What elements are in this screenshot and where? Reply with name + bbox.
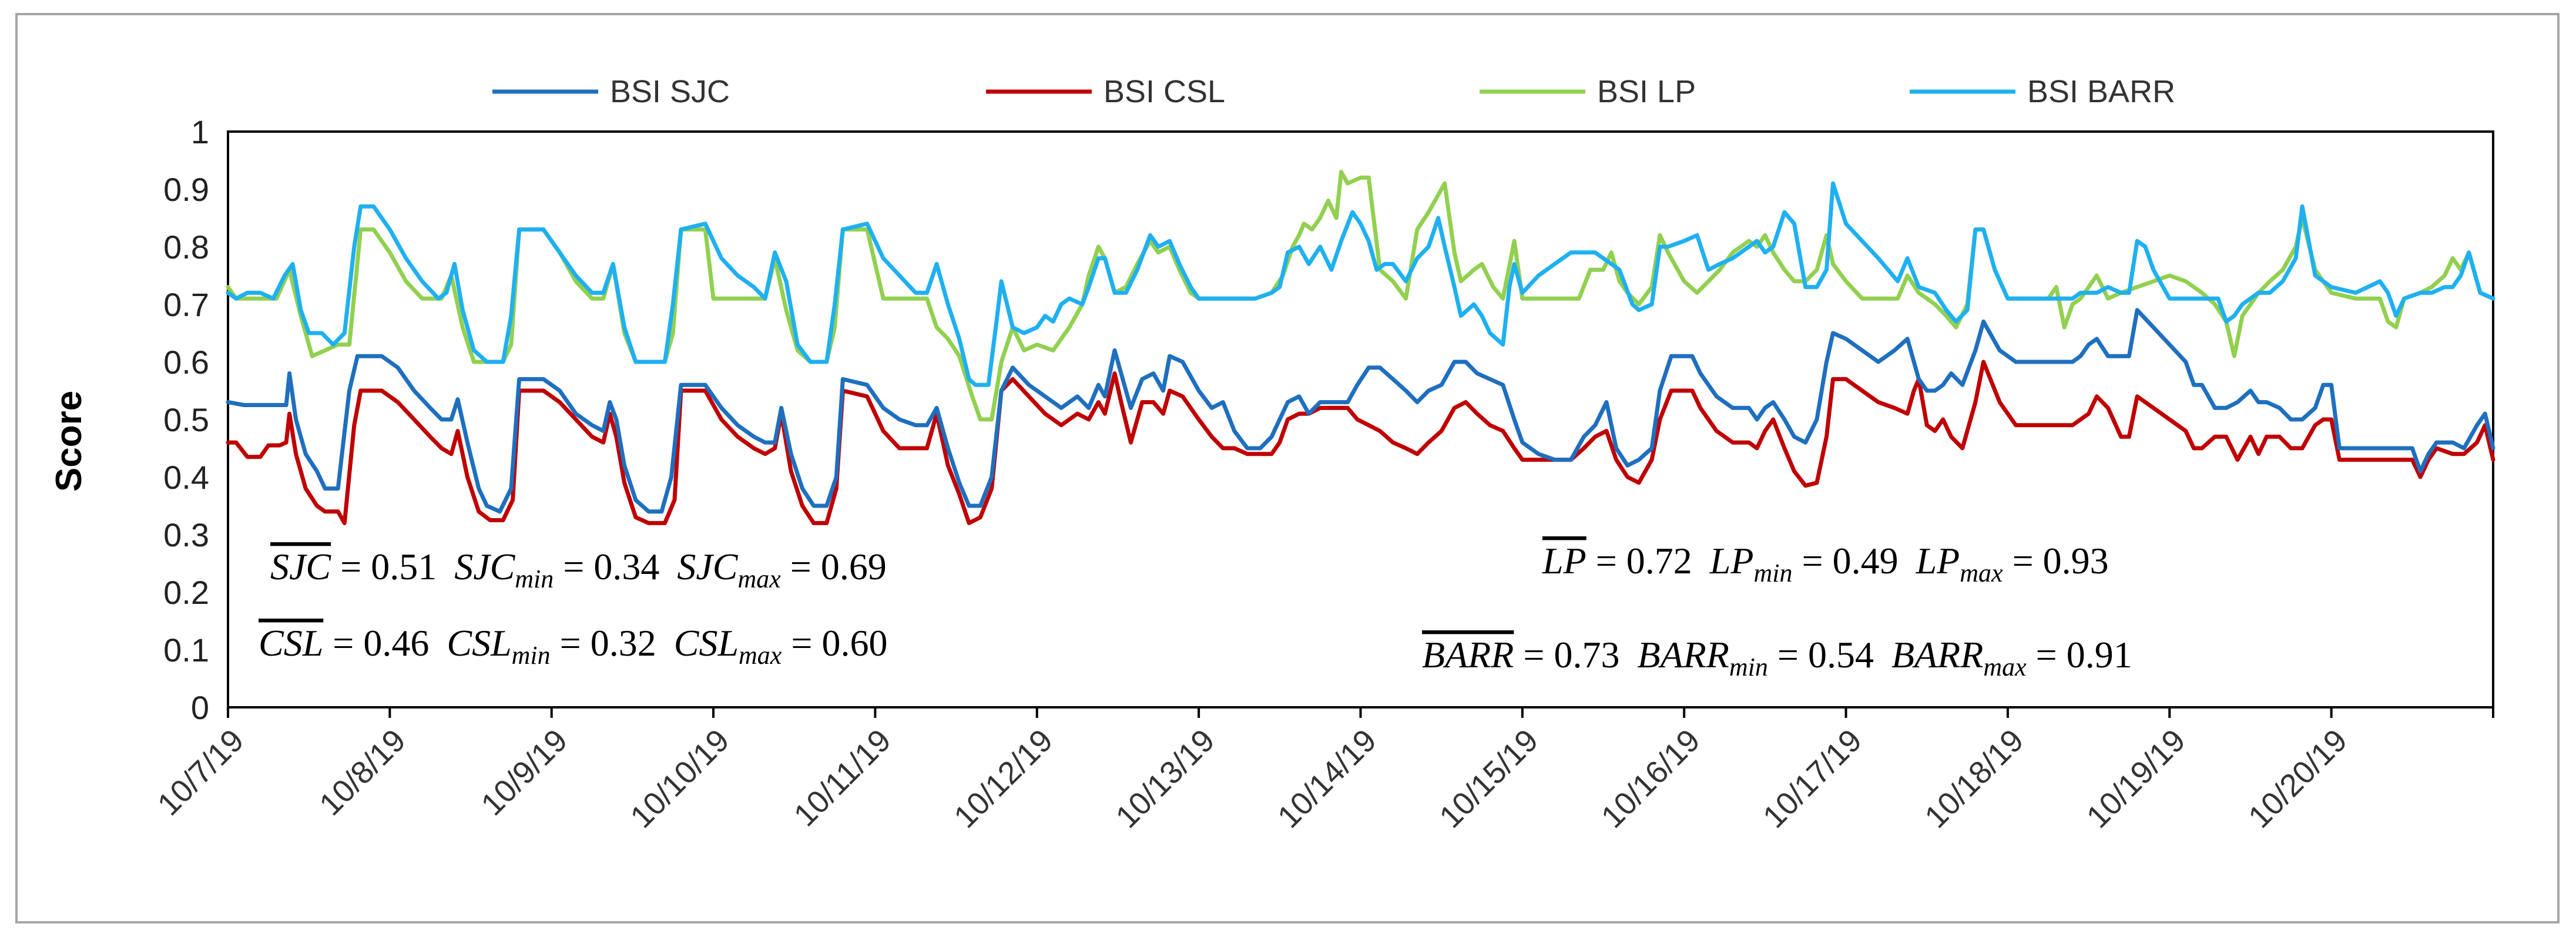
y-tick-label: 0.9 bbox=[163, 171, 209, 208]
barr-mean-value: 0.73 bbox=[1554, 634, 1619, 676]
legend: BSI SJC BSI CSL BSI LP BSI BARR bbox=[492, 74, 2175, 109]
series-layer bbox=[226, 170, 2496, 525]
csl-min-value: 0.32 bbox=[591, 622, 656, 664]
lp-mean-symbol: LP bbox=[1542, 540, 1586, 582]
y-tick-label: 0.5 bbox=[163, 401, 209, 438]
eq: = bbox=[551, 622, 591, 664]
legend-item-csl: BSI CSL bbox=[986, 74, 1225, 109]
y-tick-label: 0.8 bbox=[163, 229, 209, 266]
csl-max-symbol: CSL bbox=[674, 622, 739, 664]
legend-item-barr: BSI BARR bbox=[1910, 74, 2175, 109]
x-tick-label: 10/13/19 bbox=[1109, 723, 1222, 835]
barr-max-symbol: BARR bbox=[1891, 634, 1983, 676]
x-tick-label: 10/20/19 bbox=[2242, 723, 2354, 835]
x-tick-label: 10/19/19 bbox=[2080, 723, 2192, 835]
sjc-max-symbol: SJC bbox=[677, 546, 738, 587]
lp-min-symbol: LP bbox=[1709, 540, 1754, 582]
lp-max-value: 0.93 bbox=[2043, 540, 2109, 582]
sjc-max-value: 0.69 bbox=[821, 546, 887, 587]
y-tick-label: 0.6 bbox=[163, 344, 209, 381]
annotation-csl: CSL = 0.46 CSLmin = 0.32 CSLmax = 0.60 bbox=[259, 622, 887, 670]
barr-max-sub: max bbox=[1983, 653, 2027, 681]
csl-max-sub: max bbox=[739, 641, 782, 670]
legend-item-sjc: BSI SJC bbox=[492, 74, 730, 109]
line-chart: Score BSI SJC BSI CSL BSI LP BSI BARR 00… bbox=[49, 74, 2496, 835]
series-line-barr bbox=[226, 181, 2496, 387]
y-tick-label: 0 bbox=[191, 689, 209, 726]
eq: = bbox=[1586, 540, 1626, 582]
lp-max-sub: max bbox=[1960, 559, 2003, 587]
x-tick-label: 10/9/19 bbox=[474, 723, 574, 822]
eq: = bbox=[781, 546, 821, 587]
series-line-sjc bbox=[226, 308, 2496, 514]
y-axis-ticks: 0 0.1 0.2 0.3 0.4 0.5 0.6 0.7 0.8 0.9 1 bbox=[163, 113, 209, 726]
legend-label-csl: BSI CSL bbox=[1103, 74, 1225, 109]
x-tick-label: 10/11/19 bbox=[787, 723, 898, 833]
csl-min-sub: min bbox=[512, 641, 551, 670]
annotation-sjc: SJC = 0.51 SJCmin = 0.34 SJCmax = 0.69 bbox=[270, 546, 887, 593]
y-tick-label: 1 bbox=[191, 113, 209, 150]
sjc-mean-symbol: SJC bbox=[270, 546, 331, 587]
x-tick-label: 10/15/19 bbox=[1433, 723, 1545, 835]
annotation-barr: BARR = 0.73 BARRmin = 0.54 BARRmax = 0.91 bbox=[1422, 634, 2132, 681]
lp-min-sub: min bbox=[1753, 559, 1792, 587]
eq: = bbox=[2003, 540, 2043, 582]
sjc-min-symbol: SJC bbox=[454, 546, 515, 587]
barr-max-value: 0.91 bbox=[2067, 634, 2132, 676]
y-tick-label: 0.4 bbox=[163, 459, 209, 496]
sjc-mean-value: 0.51 bbox=[371, 546, 437, 587]
eq: = bbox=[1514, 634, 1554, 676]
eq: = bbox=[2027, 634, 2067, 676]
lp-mean-value: 0.72 bbox=[1626, 540, 1692, 582]
lp-max-symbol: LP bbox=[1916, 540, 1960, 582]
legend-label-barr: BSI BARR bbox=[2027, 74, 2175, 109]
x-tick-label: 10/10/19 bbox=[623, 723, 736, 835]
series-line-csl bbox=[226, 360, 2496, 525]
eq: = bbox=[1792, 540, 1832, 582]
y-axis-label: Score bbox=[49, 391, 89, 492]
y-tick-label: 0.7 bbox=[163, 286, 209, 323]
sjc-max-sub: max bbox=[737, 565, 781, 593]
eq: = bbox=[781, 622, 821, 664]
legend-label-lp: BSI LP bbox=[1597, 74, 1696, 109]
x-tick-label: 10/7/19 bbox=[151, 723, 251, 822]
barr-min-sub: min bbox=[1729, 653, 1768, 681]
csl-mean-value: 0.46 bbox=[363, 622, 429, 664]
sjc-min-value: 0.34 bbox=[593, 546, 659, 587]
eq: = bbox=[1768, 634, 1808, 676]
eq: = bbox=[554, 546, 593, 587]
eq: = bbox=[331, 546, 371, 587]
sjc-min-sub: min bbox=[515, 565, 554, 593]
x-tick-label: 10/14/19 bbox=[1271, 723, 1383, 835]
csl-min-symbol: CSL bbox=[447, 622, 511, 664]
csl-mean-symbol: CSL bbox=[259, 622, 323, 664]
x-tick-label: 10/18/19 bbox=[1918, 723, 2030, 835]
lp-min-value: 0.49 bbox=[1833, 540, 1899, 582]
csl-max-value: 0.60 bbox=[821, 622, 887, 664]
y-tick-label: 0.1 bbox=[163, 632, 209, 669]
barr-min-value: 0.54 bbox=[1808, 634, 1874, 676]
barr-mean-symbol: BARR bbox=[1422, 634, 1514, 676]
x-tick-label: 10/17/19 bbox=[1756, 723, 1869, 835]
annotation-lp: LP = 0.72 LPmin = 0.49 LPmax = 0.93 bbox=[1542, 540, 2109, 587]
legend-item-lp: BSI LP bbox=[1480, 74, 1696, 109]
x-tick-label: 10/12/19 bbox=[947, 723, 1059, 835]
barr-min-symbol: BARR bbox=[1637, 634, 1729, 676]
eq: = bbox=[323, 622, 363, 664]
y-tick-label: 0.3 bbox=[163, 516, 209, 553]
y-tick-label: 0.2 bbox=[163, 574, 209, 611]
x-tick-label: 10/8/19 bbox=[313, 723, 412, 822]
x-axis-ticks: 10/7/19 10/8/19 10/9/19 10/10/19 10/11/19 10/… bbox=[151, 707, 2494, 835]
x-tick-label: 10/16/19 bbox=[1595, 723, 1707, 835]
legend-label-sjc: BSI SJC bbox=[610, 74, 730, 109]
